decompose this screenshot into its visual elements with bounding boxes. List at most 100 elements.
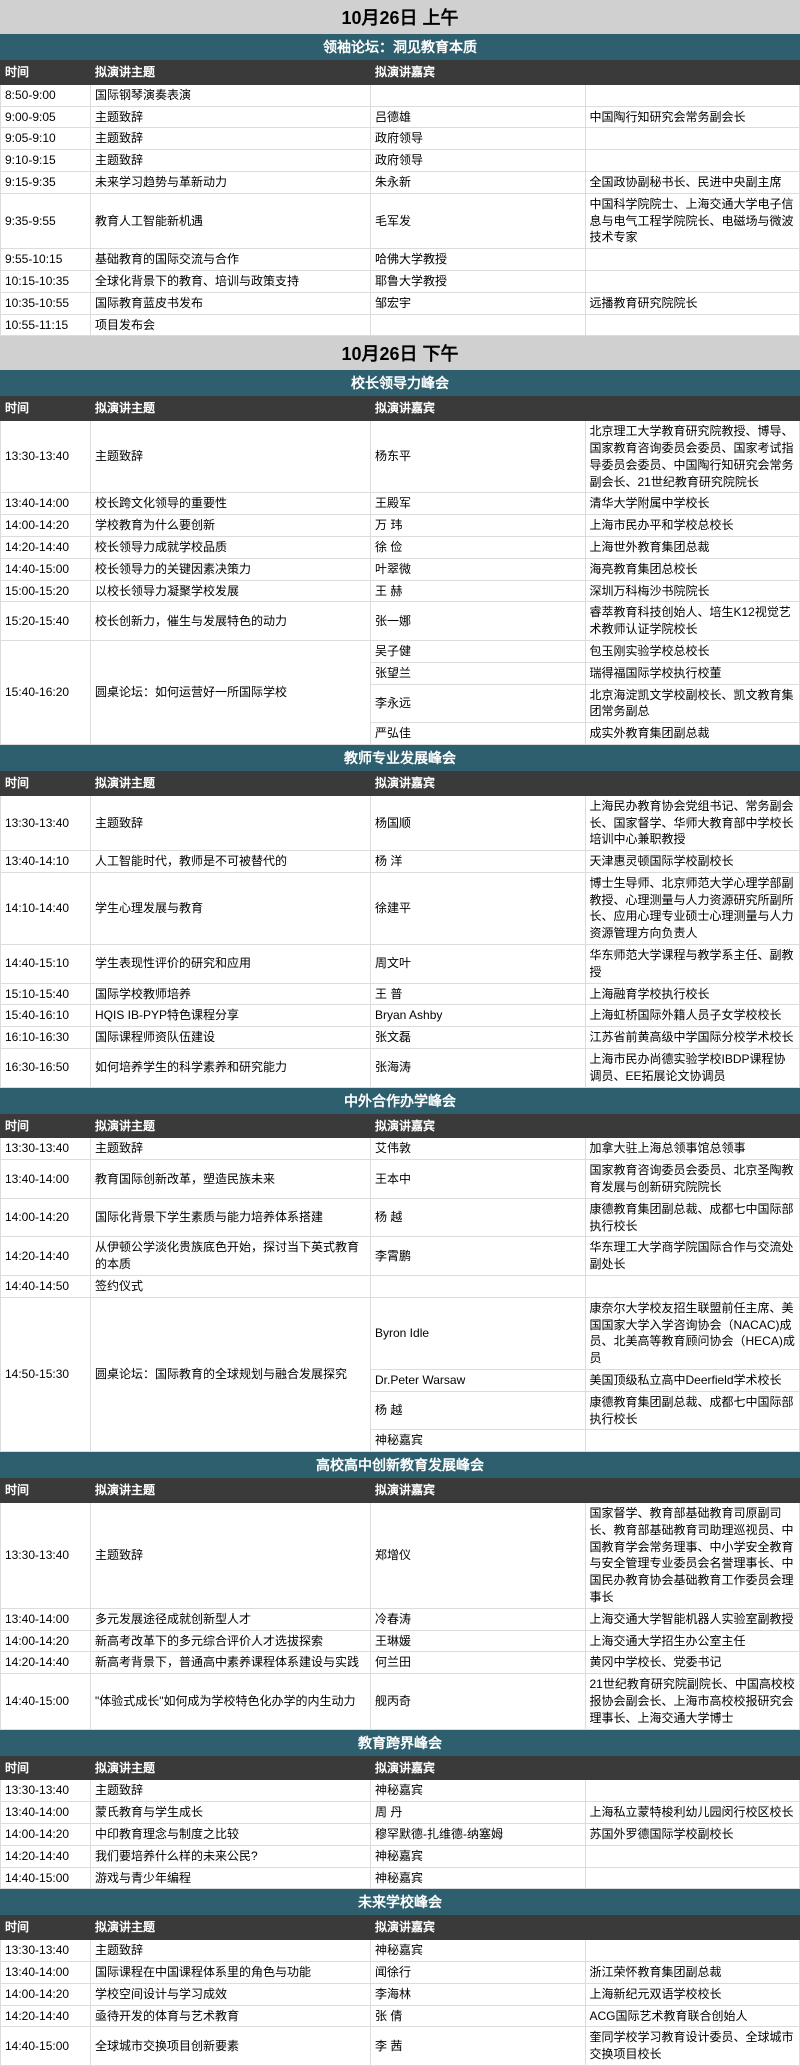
- table-row: 9:35-9:55教育人工智能新机遇毛军发中国科学院院士、上海交通大学电子信息与…: [1, 193, 800, 248]
- cell-topic: 国际教育蓝皮书发布: [91, 292, 371, 314]
- cell-topic: 主题致辞: [91, 421, 371, 493]
- table-row: 14:40-15:00全球城市交换项目创新要素李 茜奎同学校学习教育设计委员、全…: [1, 2027, 800, 2066]
- cell-speaker: 王 普: [371, 983, 586, 1005]
- cell-org: 21世纪教育研究院副院长、中国高校校报协会副会长、上海市高校校报研究会理事长、上…: [585, 1674, 800, 1729]
- table-row: 15:20-15:40校长创新力，催生与发展特色的动力张一娜睿萃教育科技创始人、…: [1, 602, 800, 641]
- table-row: 13:30-13:40主题致辞郑增仪国家督学、教育部基础教育司原副司长、教育部基…: [1, 1503, 800, 1609]
- cell-time: 9:35-9:55: [1, 193, 91, 248]
- header-speaker: 拟演讲嘉宾: [371, 61, 800, 85]
- cell-org: 康奈尔大学校友招生联盟前任主席、美国国家大学入学咨询协会（NACAC)成员、北美…: [585, 1297, 800, 1369]
- header-time: 时间: [1, 397, 91, 421]
- table-row: 9:10-9:15主题致辞政府领导: [1, 150, 800, 172]
- cell-speaker: 何兰田: [371, 1652, 586, 1674]
- cell-speaker: 艾伟敦: [371, 1138, 586, 1160]
- cell-speaker: 杨 洋: [371, 851, 586, 873]
- cell-speaker: 王 赫: [371, 580, 586, 602]
- table-row: 15:40-16:10HQIS IB-PYP特色课程分享Bryan Ashby上…: [1, 1005, 800, 1027]
- section-title: 教师专业发展峰会: [0, 745, 800, 771]
- header-time: 时间: [1, 1756, 91, 1780]
- table-row: 14:40-15:00游戏与青少年编程神秘嘉宾: [1, 1867, 800, 1889]
- cell-speaker: [371, 1276, 586, 1298]
- cell-time: 9:55-10:15: [1, 249, 91, 271]
- cell-time: 9:10-9:15: [1, 150, 91, 172]
- table-row: 13:40-14:00蒙氏教育与学生成长周 丹上海私立蒙特梭利幼儿园闵行校区校长: [1, 1802, 800, 1824]
- table-row: 14:20-14:40从伊顿公学淡化贵族底色开始，探讨当下英式教育的本质李霄鹏华…: [1, 1237, 800, 1276]
- table-row: 9:05-9:10主题致辞政府领导: [1, 128, 800, 150]
- cell-topic: 国际学校教师培养: [91, 983, 371, 1005]
- header-topic: 拟演讲主题: [91, 1114, 371, 1138]
- schedule-table: 时间拟演讲主题拟演讲嘉宾13:30-13:40主题致辞艾伟敦加拿大驻上海总领事馆…: [0, 1114, 800, 1453]
- table-row: 10:15-10:35全球化背景下的教育、培训与政策支持耶鲁大学教授: [1, 270, 800, 292]
- section-title: 领袖论坛：洞见教育本质: [0, 34, 800, 60]
- cell-topic: 圆桌论坛：如何运营好一所国际学校: [91, 640, 371, 744]
- cell-speaker: 舰丙奇: [371, 1674, 586, 1729]
- cell-org: [585, 314, 800, 336]
- cell-speaker: 杨 越: [371, 1198, 586, 1237]
- schedule-table: 时间拟演讲主题拟演讲嘉宾13:30-13:40主题致辞郑增仪国家督学、教育部基础…: [0, 1478, 800, 1729]
- cell-speaker: 张一娜: [371, 602, 586, 641]
- cell-speaker: 神秘嘉宾: [371, 1780, 586, 1802]
- cell-topic: 教育人工智能新机遇: [91, 193, 371, 248]
- cell-org: 全国政协副秘书长、民进中央副主席: [585, 171, 800, 193]
- cell-org: 上海私立蒙特梭利幼儿园闵行校区校长: [585, 1802, 800, 1824]
- section-title: 中外合作办学峰会: [0, 1088, 800, 1114]
- cell-org: [585, 150, 800, 172]
- cell-org: 上海世外教育集团总裁: [585, 536, 800, 558]
- cell-org: [585, 1845, 800, 1867]
- cell-time: 15:40-16:20: [1, 640, 91, 744]
- header-topic: 拟演讲主题: [91, 1916, 371, 1940]
- cell-time: 14:00-14:20: [1, 515, 91, 537]
- cell-speaker: 哈佛大学教授: [371, 249, 586, 271]
- cell-topic: 教育国际创新改革，塑造民族未来: [91, 1160, 371, 1199]
- cell-speaker: 政府领导: [371, 150, 586, 172]
- table-row: 13:30-13:40主题致辞神秘嘉宾: [1, 1940, 800, 1962]
- cell-speaker: 神秘嘉宾: [371, 1940, 586, 1962]
- table-header-row: 时间拟演讲主题拟演讲嘉宾: [1, 1114, 800, 1138]
- table-header-row: 时间拟演讲主题拟演讲嘉宾: [1, 1479, 800, 1503]
- cell-org: 华东理工大学商学院国际合作与交流处副处长: [585, 1237, 800, 1276]
- cell-topic: 主题致辞: [91, 106, 371, 128]
- cell-time: 14:00-14:20: [1, 1630, 91, 1652]
- cell-org: 美国顶级私立高中Deerfield学术校长: [585, 1370, 800, 1392]
- section-title: 高校高中创新教育发展峰会: [0, 1452, 800, 1478]
- cell-speaker: 张 倩: [371, 2005, 586, 2027]
- cell-topic: 签约仪式: [91, 1276, 371, 1298]
- table-row: 13:30-13:40主题致辞杨国顺上海民办教育协会党组书记、常务副会长、国家督…: [1, 795, 800, 850]
- table-row: 14:00-14:20国际化背景下学生素质与能力培养体系搭建杨 越康德教育集团副…: [1, 1198, 800, 1237]
- cell-speaker: 张望兰: [371, 662, 586, 684]
- table-row: 9:55-10:15基础教育的国际交流与合作哈佛大学教授: [1, 249, 800, 271]
- cell-speaker: 王琳媛: [371, 1630, 586, 1652]
- table-row: 10:55-11:15项目发布会: [1, 314, 800, 336]
- cell-org: 北京理工大学教育研究院教授、博导、国家教育咨询委员会委员、国家考试指导委员会委员…: [585, 421, 800, 493]
- cell-topic: 主题致辞: [91, 128, 371, 150]
- table-row: 10:35-10:55国际教育蓝皮书发布邹宏宇远播教育研究院院长: [1, 292, 800, 314]
- cell-topic: 新高考改革下的多元综合评价人才选拔探索: [91, 1630, 371, 1652]
- table-row: 14:00-14:20学校教育为什么要创新万 玮上海市民办平和学校总校长: [1, 515, 800, 537]
- header-speaker: 拟演讲嘉宾: [371, 1916, 800, 1940]
- cell-time: 14:40-15:10: [1, 945, 91, 984]
- cell-topic: 学生心理发展与教育: [91, 872, 371, 944]
- table-row: 13:40-14:00校长跨文化领导的重要性王殿军清华大学附属中学校长: [1, 493, 800, 515]
- cell-speaker: 穆罕默德-扎维德-纳塞姆: [371, 1823, 586, 1845]
- cell-org: ACG国际艺术教育联合创始人: [585, 2005, 800, 2027]
- cell-org: 加拿大驻上海总领事馆总领事: [585, 1138, 800, 1160]
- cell-topic: 校长领导力成就学校品质: [91, 536, 371, 558]
- cell-time: 14:00-14:20: [1, 1983, 91, 2005]
- cell-topic: 学校教育为什么要创新: [91, 515, 371, 537]
- cell-time: 16:30-16:50: [1, 1049, 91, 1088]
- cell-org: 瑞得福国际学校执行校董: [585, 662, 800, 684]
- cell-time: 14:20-14:40: [1, 1237, 91, 1276]
- cell-org: [585, 270, 800, 292]
- cell-topic: 校长跨文化领导的重要性: [91, 493, 371, 515]
- schedule-table: 时间拟演讲主题拟演讲嘉宾13:30-13:40主题致辞杨国顺上海民办教育协会党组…: [0, 771, 800, 1088]
- table-row: 14:40-14:50签约仪式: [1, 1276, 800, 1298]
- header-time: 时间: [1, 771, 91, 795]
- cell-speaker: 李 茜: [371, 2027, 586, 2066]
- cell-org: 上海交通大学智能机器人实验室副教授: [585, 1608, 800, 1630]
- cell-time: 13:30-13:40: [1, 1138, 91, 1160]
- cell-org: 北京海淀凯文学校副校长、凯文教育集团常务副总: [585, 684, 800, 723]
- cell-org: 睿萃教育科技创始人、培生K12视觉艺术教师认证学院校长: [585, 602, 800, 641]
- cell-org: 上海市民办尚德实验学校IBDP课程协调员、EE拓展论文协调员: [585, 1049, 800, 1088]
- cell-speaker: Dr.Peter Warsaw: [371, 1370, 586, 1392]
- cell-topic: 我们要培养什么样的未来公民?: [91, 1845, 371, 1867]
